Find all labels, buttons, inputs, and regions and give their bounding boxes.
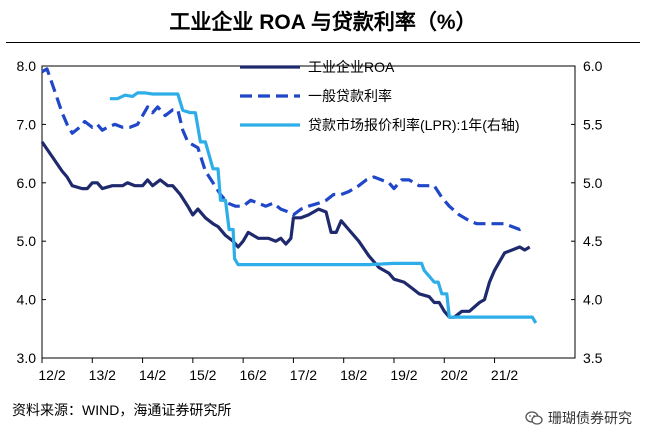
watermark: 珊瑚债券研究 <box>525 408 632 428</box>
x-axis-tick-label: 16/2 <box>240 367 267 383</box>
right-axis-tick-label: 5.5 <box>583 116 603 132</box>
right-axis-tick-label: 4.0 <box>583 292 603 308</box>
chart-title: 工业企业 ROA 与贷款利率（%） <box>169 11 477 34</box>
x-axis-tick-label: 17/2 <box>290 367 317 383</box>
x-axis-tick-label: 12/2 <box>38 367 65 383</box>
left-axis-tick-label: 4.0 <box>17 292 37 308</box>
series-line-loan <box>41 67 526 232</box>
left-axis-tick-label: 7.0 <box>17 116 37 132</box>
legend-label-roa: 工业企业ROA <box>308 59 395 75</box>
x-axis-tick-label: 20/2 <box>441 367 468 383</box>
x-axis-tick-label: 19/2 <box>390 367 417 383</box>
chart-svg: 3.0 4.0 5.0 6.0 7.0 8.0 3.5 4.0 4.5 5.0 5.5 6.0 12/2… <box>17 58 603 383</box>
right-axis-tick-label: 4.5 <box>583 233 603 249</box>
right-axis-tick-label: 3.5 <box>583 350 603 366</box>
series-line-roa <box>40 140 531 319</box>
left-axis-tick-label: 6.0 <box>17 175 37 191</box>
right-axis-tick-label: 5.0 <box>583 175 603 191</box>
watermark-text: 珊瑚债券研究 <box>548 410 632 426</box>
legend-label-loan: 一般贷款利率 <box>308 88 392 104</box>
right-axis-tick-label: 6.0 <box>583 58 603 74</box>
legend-label-lpr: 贷款市场报价利率(LPR):1年(右轴) <box>308 117 520 133</box>
x-axis-tick-label: 21/2 <box>491 367 518 383</box>
x-axis-tick-label: 13/2 <box>89 367 116 383</box>
source-note: 资料来源：WIND，海通证券研究所 <box>12 402 232 418</box>
series-layer <box>40 67 538 324</box>
axes-layer: 3.0 4.0 5.0 6.0 7.0 8.0 3.5 4.0 4.5 5.0 5.5 6.0 12/2… <box>17 58 603 383</box>
x-axis-tick-label: 14/2 <box>139 367 166 383</box>
title-rule <box>6 42 640 43</box>
left-axis-tick-label: 3.0 <box>17 350 37 366</box>
left-axis-tick-label: 5.0 <box>17 233 37 249</box>
plot-border <box>41 65 576 359</box>
series-line-lpr <box>109 91 538 324</box>
left-axis-tick-label: 8.0 <box>17 58 37 74</box>
x-axis-tick-label: 15/2 <box>189 367 216 383</box>
wechat-icon <box>525 411 543 425</box>
x-axis-tick-label: 18/2 <box>340 367 367 383</box>
plot-frame <box>41 65 576 359</box>
